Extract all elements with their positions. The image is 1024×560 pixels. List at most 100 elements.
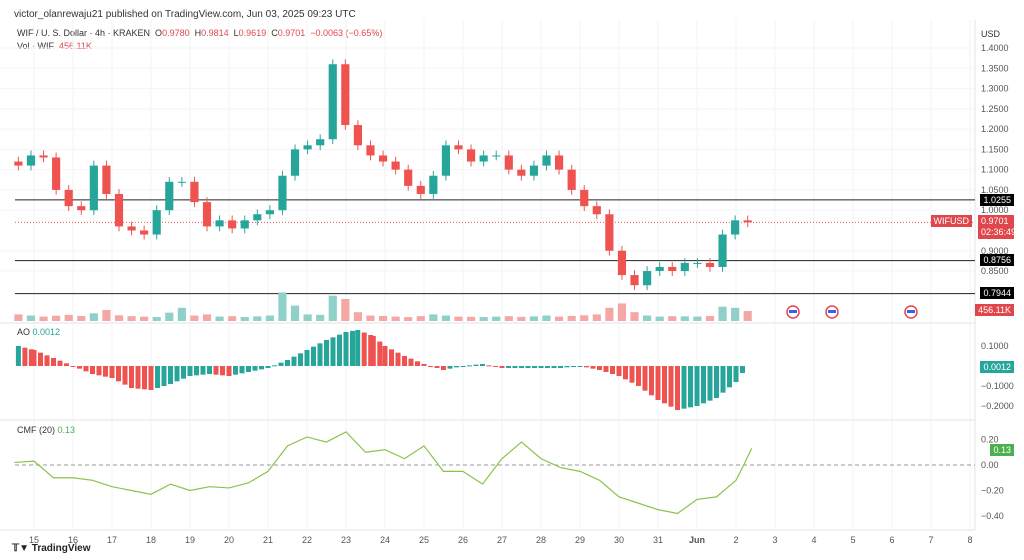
ao-bar xyxy=(324,340,329,366)
ao-bar xyxy=(370,336,376,366)
candle-body xyxy=(265,210,274,215)
cmf-tick: −0.20 xyxy=(981,486,1004,496)
candle-body xyxy=(630,275,639,286)
candle-body xyxy=(190,181,199,203)
volume-bar xyxy=(391,316,400,321)
time-tick: 5 xyxy=(850,535,855,545)
volume-bar xyxy=(404,317,413,321)
volume-bar xyxy=(240,317,249,321)
volume-bar xyxy=(26,315,36,321)
ao-bar xyxy=(109,366,115,378)
candle-body xyxy=(617,250,627,276)
volume-tag: 456.11K xyxy=(975,304,1014,316)
volume-bar xyxy=(567,315,576,321)
ao-bar xyxy=(116,366,122,382)
volume-bar xyxy=(14,314,23,321)
volume-bar xyxy=(202,314,212,321)
symbol-info[interactable]: WIF / U. S. Dollar · 4h · KRAKEN xyxy=(17,28,151,38)
ao-bar xyxy=(460,366,466,367)
volume-bar xyxy=(290,305,300,321)
volume-bar xyxy=(265,315,274,321)
ao-bar xyxy=(77,366,83,369)
ao-bar xyxy=(220,366,226,376)
ao-bar xyxy=(584,366,590,368)
ao-bar xyxy=(655,366,661,400)
volume-bar xyxy=(429,314,438,321)
time-tick: 24 xyxy=(380,535,390,545)
ao-bar xyxy=(15,346,21,366)
ao-bar xyxy=(265,366,271,368)
candle-body xyxy=(479,155,488,162)
ao-bar xyxy=(343,332,349,366)
ao-tick: −0.2000 xyxy=(981,401,1014,411)
tradingview-logo[interactable]: 𝕋▼ TradingView xyxy=(12,543,91,554)
volume-bar xyxy=(39,316,48,321)
candle-body xyxy=(441,145,451,176)
volume-bar xyxy=(89,313,98,321)
ao-bar xyxy=(259,366,265,370)
candle-body xyxy=(328,64,337,140)
ao-bar xyxy=(31,350,37,366)
candle-body xyxy=(228,220,237,229)
ao-bar xyxy=(408,358,414,366)
candle-body xyxy=(378,155,388,162)
ao-bar xyxy=(51,358,56,366)
ao-value: 0.0012 xyxy=(32,327,61,337)
ao-bar xyxy=(538,366,544,368)
ao-bar xyxy=(564,366,570,368)
candle-body xyxy=(152,210,161,235)
candle-body xyxy=(240,220,249,229)
level-tag: 0.8756 xyxy=(980,254,1014,266)
ao-bar xyxy=(512,366,518,368)
volume-bar xyxy=(127,316,136,321)
ao-bar xyxy=(434,366,440,369)
ao-bar xyxy=(57,360,63,366)
ao-bar xyxy=(187,366,193,376)
level-tag: 0.7944 xyxy=(980,287,1014,299)
time-tick: Jun xyxy=(689,535,705,545)
ao-bar xyxy=(636,366,641,386)
ao-bar xyxy=(174,366,180,382)
time-tick: 20 xyxy=(224,535,234,545)
high-label: H xyxy=(194,28,202,38)
ao-value-tag: 0.0012 xyxy=(980,361,1014,373)
volume-bar xyxy=(466,316,476,321)
ao-bar xyxy=(103,366,109,377)
candle-body xyxy=(643,271,652,286)
ao-bar xyxy=(96,366,102,376)
volume-bar xyxy=(542,315,551,321)
level-tag: 1.0255 xyxy=(980,194,1014,206)
volume-bar xyxy=(64,314,73,321)
cmf-value: 0.13 xyxy=(57,425,76,435)
last-price-tag: 0.9701 02:36:49 xyxy=(978,215,1017,239)
candle-body xyxy=(580,189,589,207)
candle-body xyxy=(127,226,136,231)
ao-bar xyxy=(454,366,460,368)
candle-body xyxy=(290,149,300,176)
candle-body xyxy=(693,262,702,264)
ao-legend[interactable]: AO 0.0012 xyxy=(17,327,60,337)
candle-body xyxy=(605,214,614,251)
ao-bar xyxy=(181,366,187,379)
ao-bar xyxy=(28,349,34,366)
price-tick: 1.1500 xyxy=(981,144,1009,154)
candle-body xyxy=(278,175,287,211)
currency-label: USD xyxy=(981,29,1001,39)
cmf-line xyxy=(14,431,753,515)
bar-countdown: 02:36:49 xyxy=(981,227,1017,237)
candle-body xyxy=(165,181,174,211)
time-tick: 17 xyxy=(107,535,117,545)
ao-bar xyxy=(493,366,499,367)
time-tick: 16 xyxy=(68,535,78,545)
candle-body xyxy=(555,155,564,170)
volume-bar xyxy=(52,315,61,321)
time-tick: 15 xyxy=(29,535,39,545)
candle-body xyxy=(454,145,463,150)
volume-bar xyxy=(630,312,639,321)
ao-bar xyxy=(447,366,453,369)
cmf-legend[interactable]: CMF (20) 0.13 xyxy=(17,425,75,435)
ao-tick: 0.1000 xyxy=(981,341,1009,351)
price-tick: 0.8500 xyxy=(981,266,1009,276)
time-tick: 30 xyxy=(614,535,624,545)
